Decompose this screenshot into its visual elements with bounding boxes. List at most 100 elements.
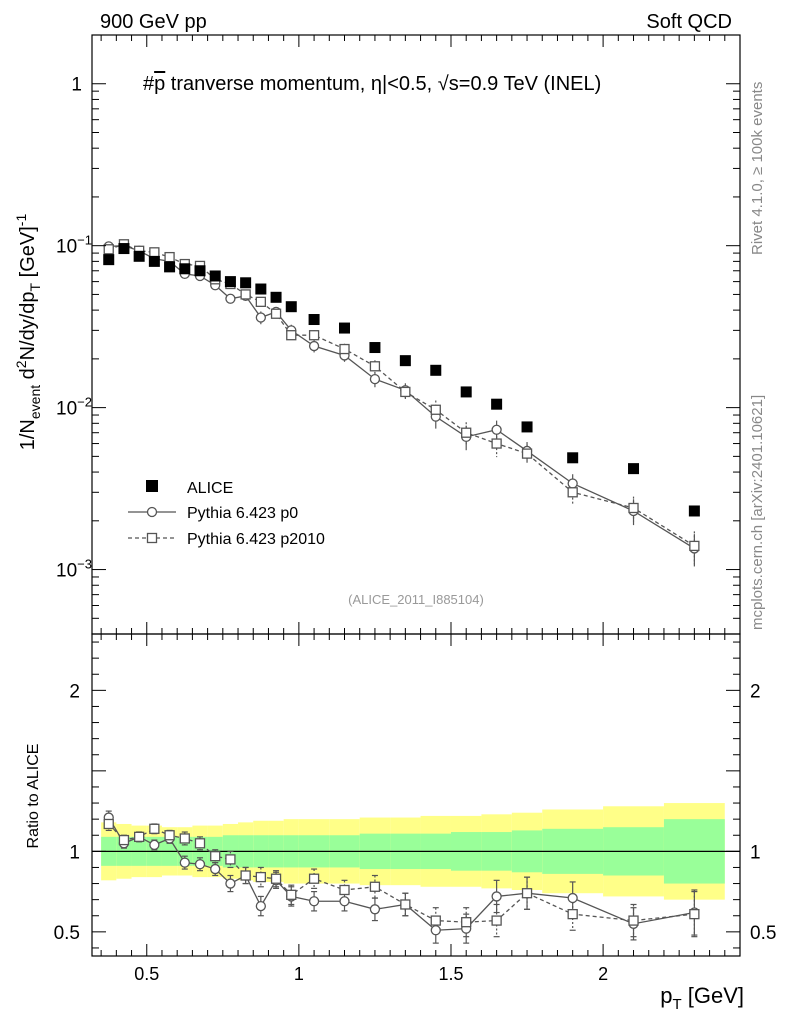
ratio-point-p2010-23 (689, 908, 700, 920)
ratio-point-p0-14 (339, 896, 350, 907)
axes-layer (91, 34, 741, 957)
x-tick-label-3: 2 (598, 964, 608, 984)
ratio-point-p2010-15 (369, 881, 381, 892)
plot-title: #p tranverse momentum, η|<0.5, √s=0.9 Te… (143, 73, 601, 95)
point-alice-1 (118, 243, 130, 255)
ratio-point-p2010-13 (308, 873, 320, 884)
ratio-point-p0-10 (255, 900, 266, 912)
legend-label-p2010: Pythia 6.423 p2010 (187, 531, 325, 548)
main-y-tick-label-2: 10−2 (56, 395, 92, 420)
ratio-point-p2010-5 (179, 833, 190, 844)
y-axis-label-main: 1/Nevent d2N/dy/dpT [GeV]-1 (13, 214, 43, 451)
ratio-point-p2010-11 (270, 873, 282, 884)
legend-marker-p2010 (146, 532, 158, 544)
point-p2010-13 (308, 330, 320, 341)
ratio-point-p2010-2 (134, 831, 145, 843)
ratio-point-p2010-20 (521, 888, 533, 899)
ratio-point-p2010-0 (103, 818, 114, 830)
point-p0-21 (567, 478, 578, 489)
point-alice-11 (270, 291, 282, 303)
ratio-point-p2010-22 (628, 915, 639, 926)
point-alice-19 (491, 398, 503, 410)
ratio-y-tick-label-left-0: 2 (69, 681, 80, 702)
main-y-tick-label-0: 1 (71, 75, 82, 96)
ratio-point-p0-15 (369, 904, 381, 915)
ratio-y-tick-label-right-1: 1 (750, 842, 761, 863)
point-p2010-12 (286, 330, 297, 341)
point-alice-22 (628, 463, 640, 475)
point-alice-9 (240, 277, 252, 289)
y-axis-label-ratio: Ratio to ALICE (25, 744, 42, 849)
point-alice-10 (255, 283, 267, 295)
point-p2010-15 (369, 361, 381, 372)
main-y-tick-label-3: 10−3 (56, 557, 92, 582)
ratio-point-p2010-4 (164, 830, 175, 841)
point-p0-8 (225, 293, 236, 304)
point-alice-16 (399, 355, 411, 367)
ratio-point-p0-13 (308, 896, 320, 907)
legend-marker-p0 (146, 506, 158, 518)
legend: ALICE Pythia 6.423 p0 Pythia 6.423 p2010 (128, 480, 325, 548)
ratio-point-p0-3 (149, 839, 160, 851)
point-p0-19 (491, 424, 502, 435)
title-main: tranverse momentum, (165, 73, 371, 95)
point-alice-5 (179, 263, 191, 275)
point-alice-7 (209, 270, 221, 282)
ratio-point-p0-19 (491, 891, 502, 902)
point-p2010-9 (240, 289, 251, 300)
point-alice-20 (521, 421, 533, 433)
ratio-point-p2010-16 (400, 899, 411, 910)
header-left: 900 GeV pp (100, 11, 207, 33)
ratio-point-p0-7 (210, 863, 221, 875)
mcplots-label: mcplots.cern.ch [arXiv:2401.10621] (749, 395, 766, 630)
ratio-point-p2010-1 (118, 834, 130, 846)
point-alice-18 (460, 386, 472, 398)
ratio-point-p2010-18 (461, 917, 472, 928)
title-hash: # (143, 73, 155, 95)
header-right: Soft QCD (646, 11, 732, 33)
point-alice-15 (369, 342, 381, 354)
point-p2010-22 (628, 502, 639, 514)
x-tick-label-2: 1.5 (438, 964, 463, 984)
title-pbar: p (154, 73, 165, 95)
point-p2010-16 (400, 386, 411, 398)
point-p2010-20 (521, 448, 533, 459)
point-alice-8 (224, 276, 236, 288)
point-alice-21 (567, 452, 579, 464)
legend-marker-alice (146, 480, 158, 492)
ratio-point-p2010-19 (491, 915, 502, 926)
point-p2010-10 (255, 296, 266, 307)
point-p2010-11 (270, 308, 282, 319)
point-alice-6 (194, 265, 206, 277)
main-y-tick-label-1: 10−1 (56, 233, 92, 258)
series-layer (103, 239, 700, 944)
ratio-point-p2010-7 (210, 851, 221, 862)
ratio-point-p0-5 (179, 857, 190, 868)
point-alice-13 (308, 314, 320, 326)
legend-label-p0: Pythia 6.423 p0 (187, 505, 298, 522)
point-p2010-14 (339, 343, 350, 355)
ratio-point-p0-6 (194, 859, 206, 870)
title-sqrt: √ (438, 73, 449, 95)
ratio-point-p2010-3 (149, 823, 160, 834)
analysis-watermark: (ALICE_2011_I885104) (348, 592, 484, 607)
ratio-point-p2010-14 (339, 884, 350, 896)
ratio-point-p2010-9 (240, 870, 251, 881)
point-p2010-4 (164, 251, 175, 263)
ratio-point-p2010-12 (286, 889, 297, 900)
point-alice-0 (103, 254, 115, 266)
title-eta: η|<0.5, (371, 73, 438, 95)
point-alice-23 (688, 505, 700, 517)
point-p2010-3 (149, 247, 160, 258)
ratio-y-tick-label-right-2: 0.5 (750, 923, 776, 944)
legend-label-alice: ALICE (187, 480, 233, 497)
point-p0-15 (369, 373, 381, 385)
ratio-point-p2010-10 (255, 871, 266, 883)
ratio-frame (91, 633, 741, 957)
point-alice-17 (430, 364, 442, 376)
x-tick-label-1: 1 (294, 964, 304, 984)
point-p2010-18 (461, 427, 472, 438)
ratio-y-tick-label-right-0: 2 (750, 681, 761, 702)
point-p0-10 (255, 312, 266, 323)
